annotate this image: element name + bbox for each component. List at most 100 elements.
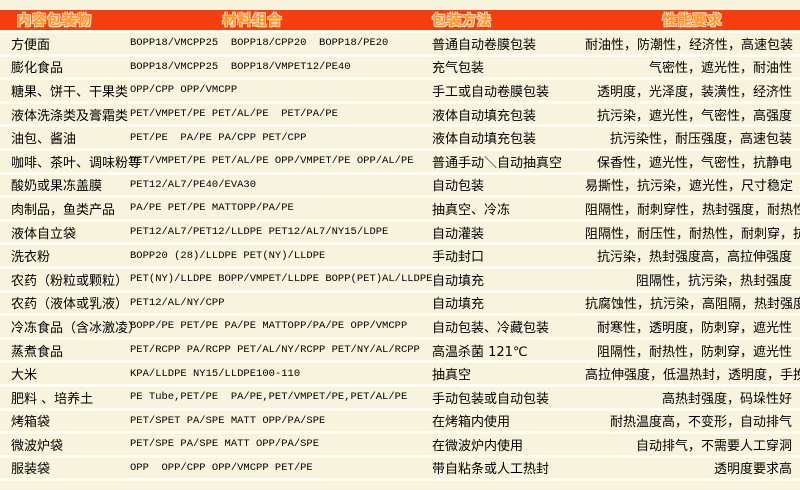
table-row: 微波炉袋 PET/SPE PA/SPE MATT OPP/PA/SPE 在微波炉… xyxy=(0,434,800,458)
performance-cell: 抗腐蚀性，抗污染，高阻隔，热封强度 xyxy=(585,297,800,313)
performance-cell: 耐油性，防潮性，经济性，高速包装 xyxy=(585,37,794,53)
performance-cell: 耐热温度高，不变形，自动排气 xyxy=(609,415,792,431)
method-cell: 自动填充 xyxy=(432,273,485,289)
method-cell: 普通自动卷膜包装 xyxy=(432,37,537,53)
performance-cell: 易撕性，抗污染，遮光性，尺寸稳定 xyxy=(585,179,794,195)
contents-cell: 洗衣粉 xyxy=(11,250,51,266)
contents-cell: 方便面 xyxy=(11,37,51,53)
materials-cell: OPP/CPP OPP/VMCPP xyxy=(130,84,238,97)
materials-cell: BOPP20 (28)/LLDPE PET(NY)/LLDPE xyxy=(130,249,326,262)
table-row: 方便面 BOPP18/VMCPP25 BOPP18/CPP20 BOPP18/P… xyxy=(0,33,800,57)
table-row: 农药（液体或乳液） PET12/AL/NY/CPP 自动填充 抗腐蚀性，抗污染，… xyxy=(0,292,800,317)
materials-cell: PET12/AL7/PE40/EVA30 xyxy=(130,178,257,191)
contents-cell: 农药（液体或乳液） xyxy=(11,297,129,313)
method-cell: 液体自动填充包装 xyxy=(432,108,537,124)
materials-cell: PET(NY)/LLDPE BOPP/VMPET/LLDPE BOPP(PET)… xyxy=(130,273,433,286)
table-row: 咖啡、茶叶、调味粉等 PET/VMPET/PE PET/AL/PE OPP/VM… xyxy=(0,150,800,175)
materials-cell: PA/PE PET/PE MATTOPP/PA/PE xyxy=(130,202,294,215)
method-cell: 手工或自动卷膜包装 xyxy=(432,84,550,100)
method-cell: 在烤箱内使用 xyxy=(432,415,511,431)
method-cell: 自动填充 xyxy=(432,297,485,313)
performance-cell: 自动排气，不需要人工穿洞 xyxy=(635,438,792,454)
method-cell: 手动封口 xyxy=(432,250,485,266)
table-row: 蒸煮食品 PET/RCPP PA/RCPP PET/AL/NY/RCPP PET… xyxy=(0,339,800,364)
materials-cell: PET/SPET PA/SPE MATT OPP/PA/SPE xyxy=(130,414,326,427)
table-row: 大米 KPA/LLDPE NY15/LLDPE100-110 抽真空 高拉伸强度… xyxy=(0,363,800,387)
contents-cell: 酸奶或果冻盖膜 xyxy=(11,179,103,195)
contents-cell: 糖果、饼干、干果类 xyxy=(11,84,129,100)
table-row: 肥料 、培养土 PE Tube,PET/PE PA/PE,PET/VMPET/P… xyxy=(0,386,800,411)
contents-cell: 油包、酱油 xyxy=(11,132,77,148)
table-row: 洗衣粉 BOPP20 (28)/LLDPE PET(NY)/LLDPE 手动封口… xyxy=(0,245,800,269)
materials-cell: PET12/AL7/PET12/LLDPE PET12/AL7/NY15/LDP… xyxy=(130,226,389,239)
materials-cell: BOPP18/VMCPP25 BOPP18/VMPET12/PE40 xyxy=(130,60,351,73)
performance-cell: 高拉伸强度，低温热封，透明度，手挽强度高 xyxy=(585,368,800,384)
method-cell: 抽真空 xyxy=(432,368,472,384)
table-row: 油包、酱油 PET/PE PA/PE PA/CPP PET/CPP 液体自动填充… xyxy=(0,127,800,151)
contents-cell: 农药（粉粒或颗粒） xyxy=(11,273,129,289)
contents-cell: 大米 xyxy=(11,368,38,384)
materials-cell: BOPP/PE PET/PE PA/PE MATTOPP/PA/PE OPP/V… xyxy=(130,320,408,333)
performance-cell: 抗污染，遮光性，气密性，高强度 xyxy=(596,108,792,124)
materials-cell: PET/VMPET/PE PET/AL/PE OPP/VMPET/PE OPP/… xyxy=(130,155,414,168)
performance-cell: 阻隔性，耐热性，防刺穿，遮光性 xyxy=(596,344,792,360)
table-header-row: 内容包装物 材料组合 包装方法 性能要求 xyxy=(0,10,800,33)
method-cell: 高温杀菌 121℃ xyxy=(432,344,528,360)
materials-cell: PET12/AL/NY/CPP xyxy=(130,296,225,309)
method-cell: 充气包装 xyxy=(432,61,485,77)
method-cell: 液体自动填充包装 xyxy=(432,132,537,148)
table-row: 肉制品，鱼类产品 PA/PE PET/PE MATTOPP/PA/PE 抽真空、… xyxy=(0,198,800,222)
method-cell: 自动包装 xyxy=(432,179,485,195)
table-row: 液体洗涤类及膏霜类 PET/VMPET/PE PET/AL/PE PET/PA/… xyxy=(0,103,800,128)
method-cell: 自动包装、冷藏包装 xyxy=(432,320,550,336)
contents-cell: 咖啡、茶叶、调味粉等 xyxy=(11,155,142,171)
table-row: 膨化食品 BOPP18/VMCPP25 BOPP18/VMPET12/PE40 … xyxy=(0,56,800,81)
performance-cell: 高热封强度，码垛性好 xyxy=(661,391,792,407)
contents-cell: 服装袋 xyxy=(11,462,51,478)
performance-cell: 保香性，遮光性，气密性，抗静电 xyxy=(596,155,792,171)
table-body: 方便面 BOPP18/VMCPP25 BOPP18/CPP20 BOPP18/P… xyxy=(0,33,800,482)
table-row: 服装袋 OPP OPP/CPP OPP/VMCPP PET/PE 带自粘条或人工… xyxy=(0,457,800,482)
performance-cell: 透明度，光泽度，装潢性，经济性 xyxy=(596,84,792,100)
materials-cell: BOPP18/VMCPP25 BOPP18/CPP20 BOPP18/PE20 xyxy=(130,37,389,50)
header-performance-column: 性能要求 xyxy=(662,13,723,29)
contents-cell: 微波炉袋 xyxy=(11,438,64,454)
materials-cell: PET/VMPET/PE PET/AL/PE PET/PA/PE xyxy=(130,108,338,121)
contents-cell: 肉制品，鱼类产品 xyxy=(11,202,116,218)
contents-cell: 冷冻食品（含冰激凌） xyxy=(11,320,142,336)
method-cell: 普通手动＼自动抽真空 xyxy=(432,155,563,171)
materials-cell: PET/RCPP PA/RCPP PET/AL/NY/RCPP PET/NY/A… xyxy=(130,344,420,357)
performance-cell: 抗污染性，耐压强度，高速包装 xyxy=(609,132,792,148)
materials-cell: OPP OPP/CPP OPP/VMCPP PET/PE xyxy=(130,461,313,474)
header-materials-column: 材料组合 xyxy=(222,13,283,29)
contents-cell: 烤箱袋 xyxy=(11,415,51,431)
header-method-column: 包装方法 xyxy=(432,13,492,29)
table-row: 酸奶或果冻盖膜 PET12/AL7/PE40/EVA30 自动包装 易撕性，抗污… xyxy=(0,174,800,199)
table-row: 农药（粉粒或颗粒） PET(NY)/LLDPE BOPP/VMPET/LLDPE… xyxy=(0,268,800,293)
method-cell: 在微波炉内使用 xyxy=(432,438,524,454)
materials-cell: PE Tube,PET/PE PA/PE,PET/VMPET/PE,PET/AL… xyxy=(130,391,408,404)
method-cell: 抽真空、冷冻 xyxy=(432,202,511,218)
performance-cell: 透明度要求高 xyxy=(713,462,792,478)
performance-cell: 气密性，遮光性，耐油性 xyxy=(648,61,792,77)
table-row: 液体自立袋 PET12/AL7/PET12/LLDPE PET12/AL7/NY… xyxy=(0,221,800,246)
header-contents-column: 内容包装物 xyxy=(17,13,92,29)
method-cell: 带自粘条或人工热封 xyxy=(432,462,550,478)
packaging-materials-table: 内容包装物 材料组合 包装方法 性能要求 方便面 BOPP18/VMCPP25 … xyxy=(0,10,800,482)
performance-cell: 抗污染，热封强度高，高拉伸强度 xyxy=(596,250,792,266)
materials-cell: PET/SPE PA/SPE MATT OPP/PA/SPE xyxy=(130,438,320,451)
contents-cell: 液体自立袋 xyxy=(11,226,77,242)
materials-cell: KPA/LLDPE NY15/LLDPE100-110 xyxy=(130,367,301,380)
method-cell: 自动灌装 xyxy=(432,226,485,242)
table-row: 冷冻食品（含冰激凌） BOPP/PE PET/PE PA/PE MATTOPP/… xyxy=(0,316,800,340)
contents-cell: 液体洗涤类及膏霜类 xyxy=(11,108,129,124)
contents-cell: 膨化食品 xyxy=(11,61,64,77)
method-cell: 手动包装或自动包装 xyxy=(432,391,550,407)
performance-cell: 耐寒性，透明度，防刺穿，遮光性 xyxy=(596,320,792,336)
table-row: 糖果、饼干、干果类 OPP/CPP OPP/VMCPP 手工或自动卷膜包装 透明… xyxy=(0,80,800,104)
table-row: 烤箱袋 PET/SPET PA/SPE MATT OPP/PA/SPE 在烤箱内… xyxy=(0,410,800,435)
contents-cell: 肥料 、培养土 xyxy=(11,391,94,407)
performance-cell: 阻隔性，耐压性，耐热性，耐刺穿，抗污染 xyxy=(585,226,800,242)
performance-cell: 阻隔性，抗污染，热封强度 xyxy=(635,273,792,289)
materials-cell: PET/PE PA/PE PA/CPP PET/CPP xyxy=(130,131,307,144)
